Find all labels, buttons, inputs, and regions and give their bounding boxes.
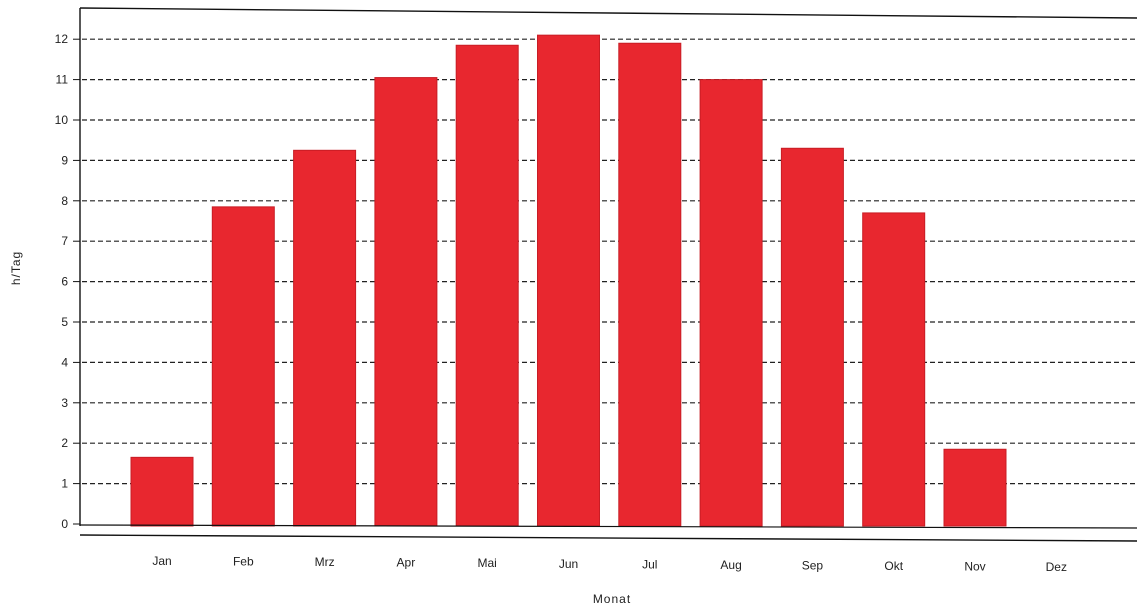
x-tick-label-mai: Mai (478, 556, 497, 570)
y-tick-label: 5 (61, 315, 68, 329)
y-tick-label: 11 (56, 73, 69, 87)
y-tick-label: 12 (55, 32, 69, 46)
x-tick-labels: Jan Feb Mrz Apr Mai Jun Jul Aug Sep Okt Nov Dez (152, 554, 1067, 574)
plot-top-border (79, 7, 1137, 19)
x-axis-title: Monat (593, 592, 631, 606)
axes (73, 7, 1137, 542)
bar-jul (618, 42, 682, 527)
x-tick-label-sep: Sep (802, 558, 824, 572)
x-tick-label-jul: Jul (642, 557, 657, 571)
bar-jun (537, 34, 600, 527)
x-tick-label-mrz: Mrz (315, 555, 335, 569)
y-tick-label: 0 (61, 517, 68, 531)
bar-okt (862, 212, 926, 527)
y-tick-label: 8 (61, 194, 68, 208)
bar-apr (374, 77, 438, 527)
bars (130, 34, 1007, 527)
bar-mrz (293, 149, 357, 527)
x-tick-label-feb: Feb (233, 555, 254, 569)
bar-mai (455, 44, 519, 527)
x-tick-label-jun: Jun (559, 557, 578, 571)
x-tick-label-apr: Apr (397, 556, 416, 570)
y-tick-label: 6 (61, 275, 68, 289)
x-tick-label-okt: Okt (884, 559, 903, 573)
x-axis-line (79, 534, 1137, 542)
x-tick-label-jan: Jan (152, 554, 171, 568)
bar-jan (130, 456, 194, 527)
bar-nov (943, 448, 1007, 527)
bar-sep (780, 147, 844, 527)
y-tick-label: 7 (61, 234, 68, 248)
x-tick-label-nov: Nov (964, 560, 985, 574)
y-axis-title: h/Tag (9, 251, 23, 285)
x-tick-label-dez: Dez (1046, 560, 1067, 574)
y-tick-label: 2 (61, 436, 68, 450)
y-tick-label: 10 (55, 113, 69, 127)
x-tick-label-aug: Aug (720, 558, 741, 572)
plot-bottom-line (79, 524, 1137, 529)
y-tick-label: 1 (61, 477, 68, 491)
y-tick-label: 9 (61, 153, 68, 167)
y-tick-label: 3 (61, 396, 68, 410)
bar-feb (211, 206, 275, 527)
y-tick-label: 4 (61, 355, 68, 369)
bar-aug (699, 79, 763, 527)
